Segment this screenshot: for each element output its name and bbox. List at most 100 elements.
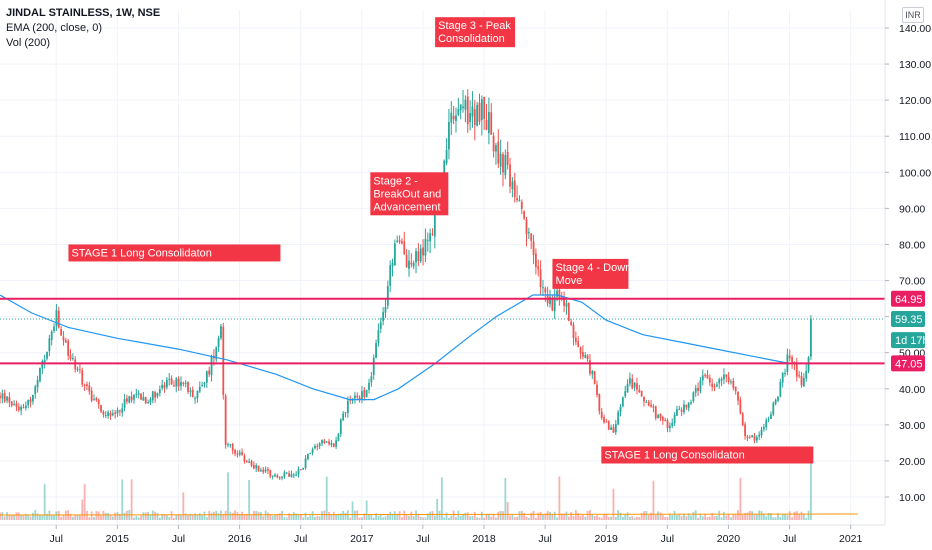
volume-bar xyxy=(175,514,178,520)
candle-body xyxy=(396,240,399,242)
candle-body xyxy=(276,475,279,478)
volume-bar xyxy=(589,510,591,520)
candle-body xyxy=(706,374,709,379)
volume-bar xyxy=(687,513,690,520)
candle-body xyxy=(297,469,300,475)
annotation-text: STAGE 1 Long Consolidaton xyxy=(604,449,744,461)
candle-body xyxy=(307,454,309,460)
candle-body xyxy=(401,241,403,244)
legend-ema[interactable]: EMA (200, close, 0) xyxy=(6,22,102,34)
candle-body xyxy=(631,378,634,389)
volume-bar xyxy=(560,513,563,520)
volume-bar xyxy=(791,517,793,520)
x-tick-label: 2016 xyxy=(228,533,252,545)
volume-bar xyxy=(544,513,547,520)
candle-body xyxy=(133,395,135,400)
candle-body xyxy=(697,387,699,391)
volume-bar xyxy=(577,512,580,520)
volume-bar xyxy=(737,510,739,520)
candle-body xyxy=(264,469,267,472)
volume-bar xyxy=(90,511,93,520)
volume-bar xyxy=(713,516,716,520)
candle-body xyxy=(603,417,605,423)
volume-bar xyxy=(81,499,84,520)
volume-bar xyxy=(788,511,791,520)
candle-body xyxy=(151,391,154,401)
volume-bar xyxy=(809,462,812,520)
volume-bar xyxy=(372,517,375,520)
y-tick-label: 40.00 xyxy=(899,384,925,396)
candle-body xyxy=(50,331,53,340)
candle-body xyxy=(227,444,229,446)
candle-body xyxy=(492,135,495,152)
volume-bar xyxy=(1,512,4,520)
volume-bar xyxy=(126,510,128,520)
volume-bar xyxy=(443,517,446,520)
candle-body xyxy=(64,340,67,343)
candle-body xyxy=(509,164,511,187)
candle-body xyxy=(57,310,60,328)
volume-bar xyxy=(469,516,471,520)
candle-body xyxy=(772,403,775,415)
volume-bar xyxy=(184,513,187,520)
candle-body xyxy=(163,384,166,389)
volume-bar xyxy=(64,510,67,520)
candle-body xyxy=(805,370,808,379)
volume-bar xyxy=(584,516,587,520)
candle-body xyxy=(690,402,692,404)
volume-bar xyxy=(93,517,95,520)
volume-bar xyxy=(365,500,368,520)
volume-bar xyxy=(20,514,23,520)
volume-bar xyxy=(694,510,697,520)
annotation-box xyxy=(370,172,449,216)
volume-ma-line xyxy=(0,513,859,516)
candle-body xyxy=(577,341,580,347)
y-tick-label: 20.00 xyxy=(899,456,925,468)
candle-body xyxy=(205,371,208,383)
candle-body xyxy=(530,233,533,241)
candle-body xyxy=(290,474,293,478)
price-label-text: 1d 17h xyxy=(895,335,929,347)
candle-body xyxy=(140,393,142,400)
legend-symbol[interactable]: JINDAL STAINLESS, 1W, NSE xyxy=(6,7,161,19)
volume-bar xyxy=(450,515,453,520)
x-tick-label: 2018 xyxy=(472,533,496,545)
volume-bar xyxy=(570,512,573,520)
volume-bar xyxy=(227,472,229,520)
candle-body xyxy=(777,396,779,401)
volume-bar xyxy=(398,511,401,520)
volume-bar xyxy=(624,514,627,520)
candle-body xyxy=(809,318,812,357)
candle-body xyxy=(518,199,521,201)
candle-body xyxy=(375,343,377,359)
candle-body xyxy=(711,383,714,388)
candle-body xyxy=(537,265,540,270)
candle-body xyxy=(654,406,657,419)
volume-bar xyxy=(95,511,98,520)
legend-volume[interactable]: Vol (200) xyxy=(6,37,51,49)
x-tick-label: 2021 xyxy=(839,533,863,545)
currency-badge[interactable]: INR xyxy=(902,7,924,23)
candle-body xyxy=(121,408,124,413)
candle-body xyxy=(542,287,544,289)
candle-body xyxy=(495,145,497,152)
price-label-text: 64.95 xyxy=(895,294,923,306)
volume-bar xyxy=(473,511,476,520)
volume-bar xyxy=(3,516,6,520)
candle-body xyxy=(234,450,236,454)
price-labels: 64.95 59.35 1d 17h 47.05 xyxy=(891,290,929,372)
candle-body xyxy=(755,437,758,441)
volume-bar xyxy=(661,515,664,520)
candle-body xyxy=(41,361,44,369)
legend: JINDAL STAINLESS, 1W, NSE EMA (200, clos… xyxy=(6,6,160,51)
candle-body xyxy=(419,248,422,262)
candle-body xyxy=(8,397,11,403)
annotation-box xyxy=(435,17,516,48)
candle-body xyxy=(224,395,227,445)
candle-body xyxy=(779,381,782,397)
candle-body xyxy=(337,433,340,441)
volume-bar xyxy=(741,514,744,520)
candle-body xyxy=(591,371,594,375)
volume-bar xyxy=(36,513,39,520)
